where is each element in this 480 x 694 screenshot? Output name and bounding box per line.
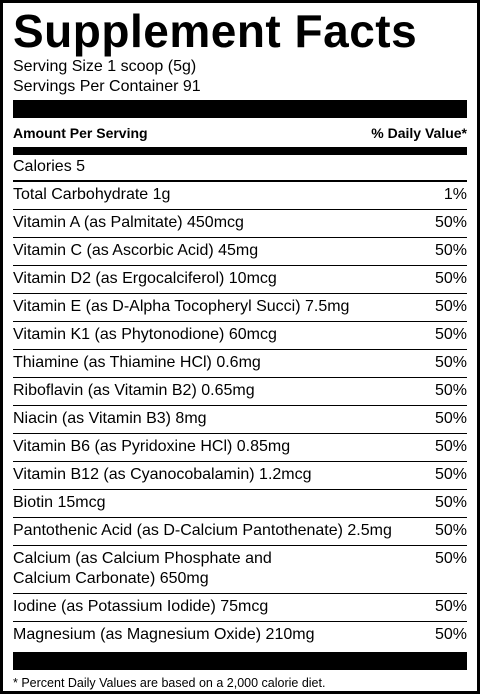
nutrient-name: Calcium (as Calcium Phosphate and Calciu…	[13, 550, 272, 587]
table-row: Vitamin B6 (as Pyridoxine HCl) 0.85mg 50%	[13, 434, 467, 462]
table-header: Amount Per Serving % Daily Value*	[13, 118, 467, 155]
nutrient-name: Pantothenic Acid (as D-Calcium Pantothen…	[13, 522, 392, 539]
nutrient-name: Vitamin A (as Palmitate) 450mcg	[13, 214, 244, 231]
nutrient-name: Niacin (as Vitamin B3) 8mg	[13, 410, 207, 427]
daily-value-header: % Daily Value*	[371, 125, 467, 141]
table-row: Vitamin E (as D-Alpha Tocopheryl Succi) …	[13, 294, 467, 322]
daily-value: 1%	[443, 186, 467, 203]
daily-value: 50%	[434, 410, 467, 427]
daily-value: 50%	[434, 626, 467, 643]
table-row: Vitamin A (as Palmitate) 450mcg 50%	[13, 210, 467, 238]
nutrient-name: Vitamin B6 (as Pyridoxine HCl) 0.85mg	[13, 438, 291, 455]
daily-value: 50%	[434, 298, 467, 315]
table-row: Iodine (as Potassium Iodide) 75mcg 50%	[13, 594, 467, 622]
nutrient-name: Vitamin D2 (as Ergocalciferol) 10mcg	[13, 270, 277, 287]
nutrient-name: Vitamin E (as D-Alpha Tocopheryl Succi) …	[13, 298, 350, 315]
nutrient-name: Iodine (as Potassium Iodide) 75mcg	[13, 598, 269, 615]
label-title: Supplement Facts	[13, 5, 418, 57]
table-row: Calcium (as Calcium Phosphate and Calciu…	[13, 546, 467, 594]
table-row: Thiamine (as Thiamine HCl) 0.6mg 50%	[13, 350, 467, 378]
servings-per-container: Servings Per Container 91	[13, 78, 201, 95]
amount-per-serving-header: Amount Per Serving	[13, 125, 148, 141]
footnote: * Percent Daily Values are based on a 2,…	[13, 676, 326, 690]
daily-value: 50%	[434, 550, 467, 567]
nutrient-name: Biotin 15mcg	[13, 494, 106, 511]
table-row: Pantothenic Acid (as D-Calcium Pantothen…	[13, 518, 467, 546]
table-row: Vitamin C (as Ascorbic Acid) 45mg 50%	[13, 238, 467, 266]
nutrient-name: Vitamin C (as Ascorbic Acid) 45mg	[13, 242, 259, 259]
nutrient-name: Thiamine (as Thiamine HCl) 0.6mg	[13, 354, 261, 371]
bottom-divider-bar	[13, 652, 467, 670]
table-row: Vitamin K1 (as Phytonodione) 60mcg 50%	[13, 322, 467, 350]
daily-value: 50%	[434, 214, 467, 231]
daily-value: 50%	[434, 354, 467, 371]
daily-value: 50%	[434, 438, 467, 455]
table-row: Riboflavin (as Vitamin B2) 0.65mg 50%	[13, 378, 467, 406]
nutrient-name: Vitamin K1 (as Phytonodione) 60mcg	[13, 326, 277, 343]
daily-value: 50%	[434, 494, 467, 511]
nutrient-table: Total Carbohydrate 1g 1% Vitamin A (as Pal…	[13, 182, 467, 649]
table-row: Niacin (as Vitamin B3) 8mg 50%	[13, 406, 467, 434]
daily-value: 50%	[434, 382, 467, 399]
daily-value: 50%	[434, 270, 467, 287]
daily-value: 50%	[434, 242, 467, 259]
daily-value: 50%	[434, 522, 467, 539]
nutrient-name: Magnesium (as Magnesium Oxide) 210mg	[13, 626, 315, 643]
table-row: Biotin 15mcg 50%	[13, 490, 467, 518]
serving-size: Serving Size 1 scoop (5g)	[13, 58, 197, 75]
calories-row: Calories 5	[13, 155, 467, 182]
top-divider-bar	[13, 100, 467, 118]
daily-value: 50%	[434, 326, 467, 343]
nutrient-name: Riboflavin (as Vitamin B2) 0.65mg	[13, 382, 255, 399]
table-row: Magnesium (as Magnesium Oxide) 210mg 50%	[13, 622, 467, 649]
table-row: Vitamin B12 (as Cyanocobalamin) 1.2mcg 50…	[13, 462, 467, 490]
nutrient-name: Total Carbohydrate 1g	[13, 186, 171, 203]
daily-value: 50%	[434, 598, 467, 615]
nutrient-name: Vitamin B12 (as Cyanocobalamin) 1.2mcg	[13, 466, 312, 483]
table-row: Total Carbohydrate 1g 1%	[13, 182, 467, 210]
table-row: Vitamin D2 (as Ergocalciferol) 10mcg 50%	[13, 266, 467, 294]
daily-value: 50%	[434, 466, 467, 483]
